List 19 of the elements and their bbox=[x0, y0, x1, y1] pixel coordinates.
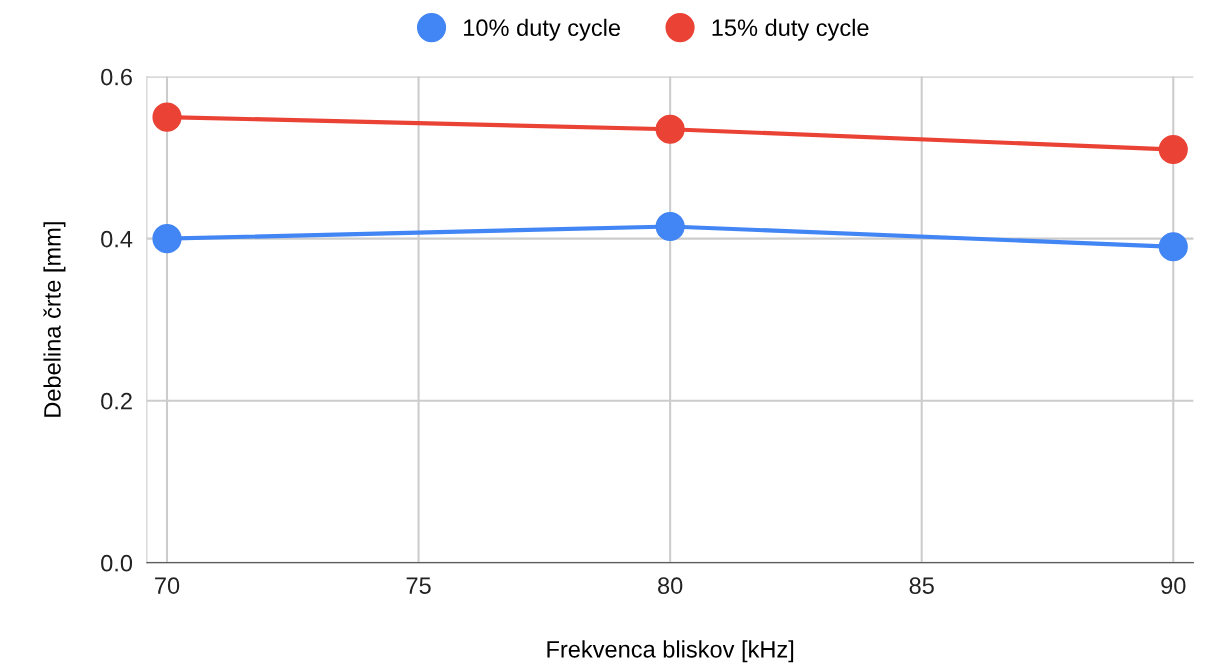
x-tick-label: 75 bbox=[406, 577, 431, 594]
point bbox=[152, 224, 182, 254]
legend-label: 10% duty cycle bbox=[464, 18, 620, 41]
y-tick-label: 0.2 bbox=[101, 392, 132, 410]
x-tick-label: 90 bbox=[1161, 577, 1186, 594]
point bbox=[152, 102, 182, 132]
point bbox=[655, 114, 685, 144]
y-tick-label: 0.6 bbox=[101, 68, 132, 86]
x-tick-label: 85 bbox=[909, 577, 934, 594]
y-axis-title: Debelina črte [mm] bbox=[43, 222, 66, 417]
x-tick-label: 80 bbox=[658, 577, 683, 594]
point bbox=[1158, 134, 1188, 165]
point bbox=[655, 211, 685, 242]
y-tick-label: 0.4 bbox=[101, 230, 133, 248]
y-tick-label: 0.0 bbox=[101, 554, 133, 572]
x-axis-title: Frekvenca bliskov [kHz] bbox=[547, 640, 794, 663]
legend-label: 15% duty cycle bbox=[712, 18, 869, 41]
x-tick-label: 70 bbox=[155, 577, 180, 594]
point bbox=[1158, 232, 1188, 262]
